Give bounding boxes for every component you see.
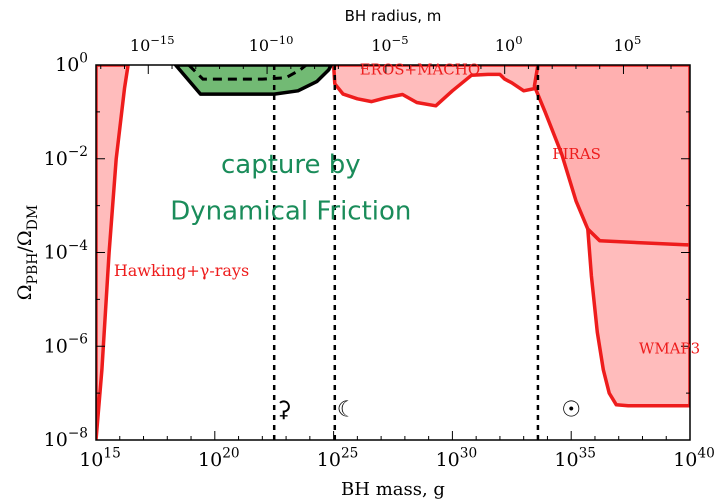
x2-tick-label-exp: 0: [515, 33, 522, 47]
y-tick-label: 10−2: [44, 144, 88, 170]
y-tick-label: 100: [55, 50, 88, 76]
x2-tick-label-exp: −15: [150, 33, 174, 47]
annotation-capture2: Dynamical Friction: [170, 197, 411, 227]
x2-tick-label-base: 10: [249, 36, 269, 55]
x2-tick-label-base: 10: [371, 36, 391, 55]
x-tick-label-base: 10: [436, 449, 460, 471]
x-tick-label-base: 10: [79, 449, 103, 471]
region-eros-macho: [331, 65, 557, 108]
x2-tick-label-exp: −5: [392, 33, 409, 47]
y-label-den-sub: DM: [25, 205, 41, 231]
y-label-num: Ω: [14, 284, 36, 300]
body-symbols: ⚳ ☾ ☉: [276, 398, 581, 423]
plot-area: [96, 65, 690, 440]
annotation-eros: EROS+MACHO: [360, 60, 480, 78]
symbol-ceres: ⚳: [276, 398, 292, 423]
y-tick-label-base: 10: [55, 54, 79, 76]
x2-tick-label: 10−10: [249, 33, 294, 55]
x-tick-label: 1015: [79, 445, 121, 471]
x-tick-label-exp: 25: [341, 445, 358, 461]
x-tick-label-base: 10: [554, 449, 578, 471]
region-capture-by-dynamical-friction: [173, 65, 333, 96]
y-tick-label-base: 10: [44, 429, 68, 451]
x2-tick-label: 10−5: [371, 33, 408, 55]
y-tick-label-base: 10: [44, 335, 68, 357]
y-tick-label-exp: −8: [68, 425, 88, 441]
y-label-slash: /Ω: [14, 230, 36, 252]
symbol-sun: ☉: [561, 398, 581, 423]
y-tick-label: 10−4: [44, 238, 89, 264]
symbol-moon: ☾: [337, 398, 357, 423]
x-tick-label: 1040: [673, 445, 715, 471]
tick-labels: 1015 1020 1025 1030 1035 104010010−210−410−61…: [44, 33, 715, 471]
x-tick-label-base: 10: [198, 449, 222, 471]
x-tick-label-exp: 35: [579, 445, 596, 461]
annotation-firas: FIRAS: [552, 145, 601, 163]
x2-axis-label: BH radius, m: [345, 7, 442, 25]
x-axis-label: BH mass, g: [341, 479, 445, 500]
x-tick-label: 1020: [198, 445, 240, 471]
x-tick-label: 1035: [554, 445, 596, 471]
x2-tick-label: 10−15: [130, 33, 175, 55]
x-tick-label-exp: 20: [222, 445, 239, 461]
y-tick-label: 10−6: [44, 332, 88, 358]
x-tick-label-exp: 30: [460, 445, 477, 461]
annotations: Hawking+γ-rays EROS+MACHO FIRAS WMAP3 captur…: [114, 60, 700, 357]
y-tick-label-base: 10: [44, 148, 68, 170]
x2-tick-label-exp: 5: [634, 33, 641, 47]
x-tick-label: 1030: [436, 445, 478, 471]
x-tick-label-base: 10: [673, 449, 697, 471]
y-label-num-sub: PBH: [25, 253, 41, 285]
x2-tick-label: 100: [495, 33, 523, 55]
x2-tick-label: 105: [614, 33, 642, 55]
x-tick-label-base: 10: [317, 449, 341, 471]
annotation-wmap: WMAP3: [639, 339, 700, 357]
region-capture-by-dynamical-friction-dashed: [187, 65, 308, 81]
y-tick-label-exp: −6: [68, 332, 88, 348]
y-tick-label-exp: −2: [68, 144, 88, 160]
x2-tick-label-exp: −10: [269, 33, 293, 47]
x2-tick-label-base: 10: [130, 36, 150, 55]
y-axis-label: ΩPBH/ΩDM: [14, 205, 41, 300]
y-tick-label-base: 10: [44, 242, 68, 264]
x-tick-label: 1025: [317, 445, 359, 471]
x-tick-label-exp: 40: [697, 445, 714, 461]
y-tick-label-exp: −4: [68, 238, 88, 254]
x-tick-label-exp: 15: [103, 445, 120, 461]
annotation-capture1: capture by: [221, 150, 361, 180]
region-wmap3: [586, 227, 690, 408]
ticks: [95, 64, 691, 441]
x2-tick-label-base: 10: [495, 36, 515, 55]
y-tick-label: 10−8: [44, 425, 88, 451]
y-tick-label-exp: 0: [79, 50, 88, 66]
annotation-hawking: Hawking+γ-rays: [114, 261, 249, 280]
x2-tick-label-base: 10: [614, 36, 634, 55]
